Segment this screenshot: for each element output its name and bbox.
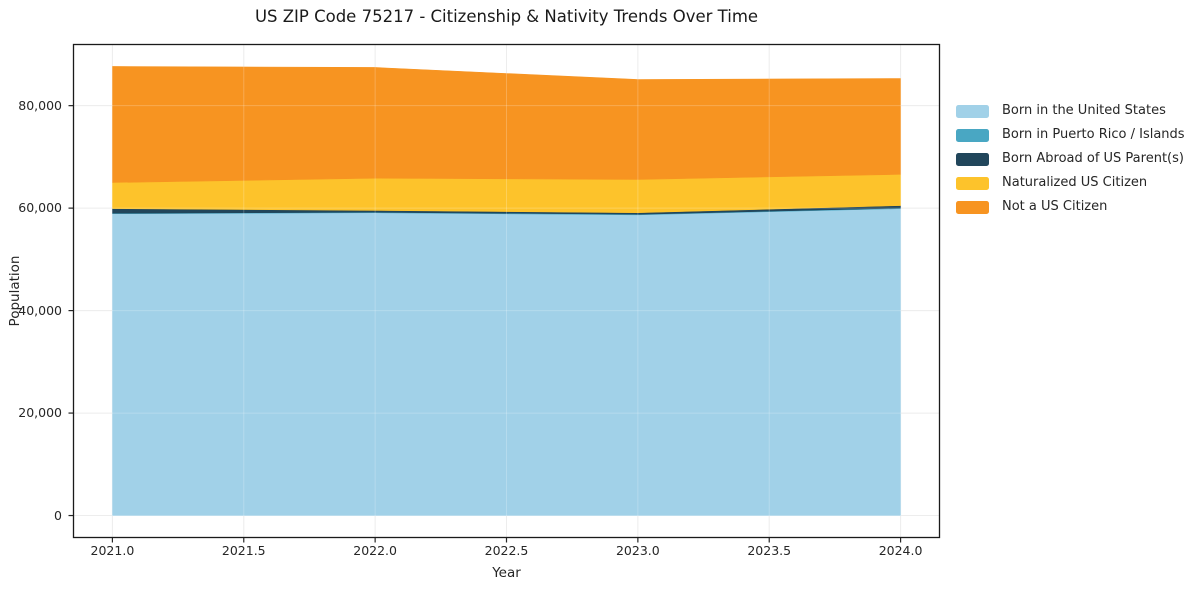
- legend-item: Not a US Citizen: [956, 200, 1185, 214]
- legend: Born in the United States Born in Puerto …: [956, 104, 1185, 224]
- x-tick-label: 2024.0: [878, 543, 923, 558]
- y-tick-label: 60,000: [18, 200, 62, 216]
- plot-area: [68, 43, 941, 543]
- legend-item: Naturalized US Citizen: [956, 176, 1185, 190]
- legend-item: Born Abroad of US Parent(s): [956, 152, 1185, 166]
- x-axis-label: Year: [492, 565, 521, 581]
- x-tick-label: 2023.0: [615, 543, 660, 558]
- legend-item: Born in the United States: [956, 104, 1185, 118]
- y-tick-label: 40,000: [18, 302, 62, 318]
- y-tick-label: 20,000: [18, 405, 62, 421]
- x-tick-label: 2021.5: [221, 543, 266, 558]
- y-tick-label: 0: [54, 507, 62, 523]
- legend-swatch-icon: [956, 176, 989, 190]
- x-tick-label: 2022.0: [353, 543, 397, 558]
- y-tick-label: 80,000: [18, 97, 62, 113]
- legend-item: Born in Puerto Rico / Islands: [956, 128, 1185, 142]
- legend-label: Not a US Citizen: [1002, 199, 1108, 214]
- area-series-4: [112, 66, 901, 183]
- x-tick-label: 2022.5: [484, 543, 529, 558]
- x-tick-label: 2021.0: [90, 543, 135, 558]
- legend-label: Born in the United States: [1002, 103, 1166, 118]
- legend-swatch-icon: [956, 128, 989, 142]
- axes-frame: [72, 43, 941, 539]
- legend-label: Born in Puerto Rico / Islands: [1002, 127, 1185, 142]
- chart-title: US ZIP Code 75217 - Citizenship & Nativi…: [254, 7, 759, 26]
- legend-swatch-icon: [956, 152, 989, 166]
- legend-swatch-icon: [956, 200, 989, 214]
- legend-swatch-icon: [956, 104, 989, 118]
- legend-label: Naturalized US Citizen: [1002, 175, 1148, 190]
- legend-label: Born Abroad of US Parent(s): [1002, 151, 1184, 166]
- x-tick-label: 2023.5: [747, 543, 792, 558]
